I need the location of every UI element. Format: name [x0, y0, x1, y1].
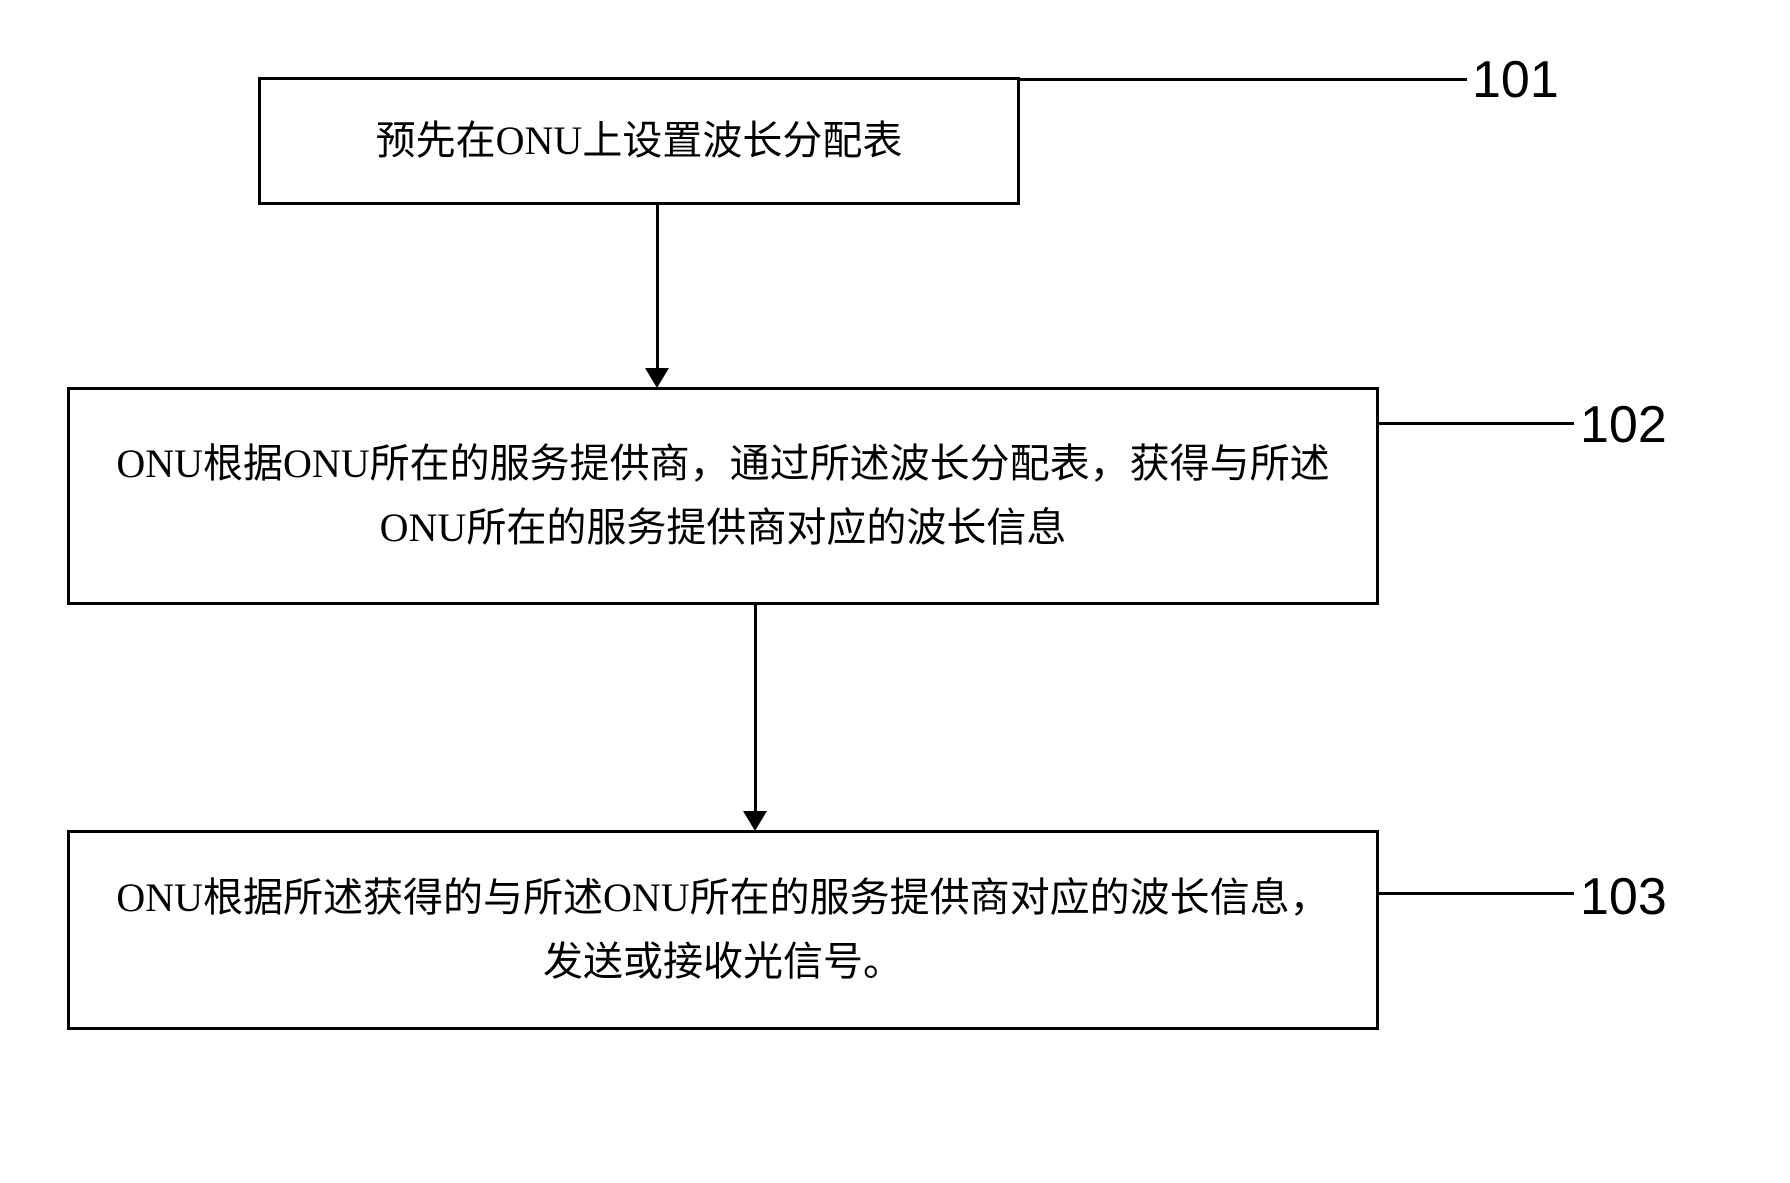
flowchart-step-3: ONU根据所述获得的与所述ONU所在的服务提供商对应的波长信息，发送或接收光信号…	[67, 830, 1379, 1030]
flowchart-container: 预先在ONU上设置波长分配表 101 ONU根据ONU所在的服务提供商，通过所述…	[0, 0, 1790, 1183]
step-1-label: 101	[1472, 50, 1559, 110]
arrow-line-1-2	[656, 205, 659, 370]
flowchart-step-1: 预先在ONU上设置波长分配表	[258, 77, 1020, 205]
step-2-label: 102	[1580, 395, 1667, 455]
label-connector-3	[1378, 892, 1574, 895]
arrow-line-2-3	[754, 605, 757, 813]
flowchart-step-2: ONU根据ONU所在的服务提供商，通过所述波长分配表，获得与所述ONU所在的服务…	[67, 387, 1379, 605]
step-1-text: 预先在ONU上设置波长分配表	[376, 109, 903, 173]
label-connector-1	[1019, 78, 1467, 81]
label-connector-2	[1378, 422, 1574, 425]
step-3-label: 103	[1580, 867, 1667, 927]
step-3-text: ONU根据所述获得的与所述ONU所在的服务提供商对应的波长信息，发送或接收光信号…	[100, 866, 1346, 994]
step-2-text: ONU根据ONU所在的服务提供商，通过所述波长分配表，获得与所述ONU所在的服务…	[100, 432, 1346, 560]
arrow-head-2-3	[743, 811, 767, 831]
arrow-head-1-2	[645, 368, 669, 388]
